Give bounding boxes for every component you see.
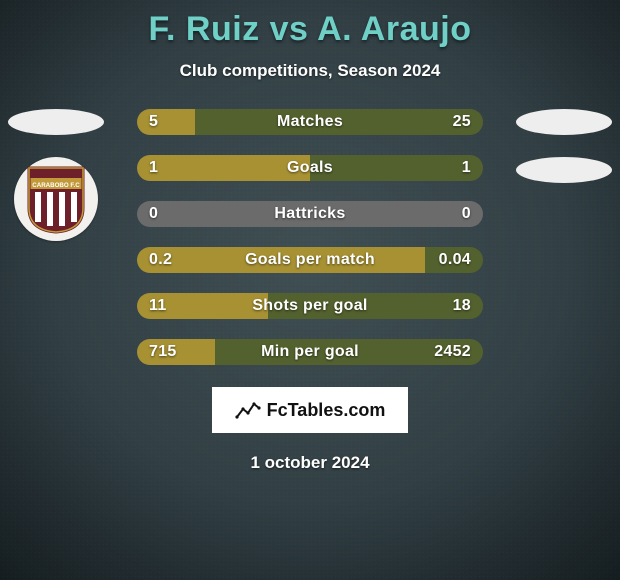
player-photo-placeholder (516, 109, 612, 135)
bar-segment-left (137, 109, 195, 135)
logo-text: FcTables.com (267, 400, 386, 421)
bar-segment-right (310, 155, 483, 181)
source-logo: FcTables.com (212, 387, 408, 433)
bar-row: 715 Min per goal 2452 (137, 339, 483, 365)
bar-rows: 5 Matches 25 1 Goals 1 0 Hattricks 0 0.2 Goals per… (137, 109, 483, 365)
bar-row: 0.2 Goals per match 0.04 (137, 247, 483, 273)
date-label: 1 october 2024 (250, 453, 369, 473)
team-crest-placeholder (516, 157, 612, 183)
bar-right-value: 1 (462, 159, 471, 177)
chart-icon (235, 399, 261, 421)
bar-metric-label: Min per goal (261, 343, 359, 361)
bar-row: 5 Matches 25 (137, 109, 483, 135)
bar-row: 0 Hattricks 0 (137, 201, 483, 227)
bar-right-value: 25 (453, 113, 471, 131)
bar-left-value: 715 (149, 343, 177, 361)
bar-right-value: 2452 (434, 343, 471, 361)
subtitle: Club competitions, Season 2024 (180, 61, 441, 81)
bar-metric-label: Matches (277, 113, 343, 131)
left-player-badges: CARABOBO F.C (6, 109, 106, 241)
page-title: F. Ruiz vs A. Araujo (149, 10, 472, 49)
bar-left-value: 0 (149, 205, 158, 223)
right-player-badges (514, 109, 614, 205)
team-crest-left: CARABOBO F.C (14, 157, 98, 241)
bar-segment-left (137, 155, 310, 181)
bar-metric-label: Goals per match (245, 251, 375, 269)
bar-metric-label: Shots per goal (252, 297, 367, 315)
svg-text:CARABOBO F.C: CARABOBO F.C (32, 182, 80, 189)
player-photo-placeholder (8, 109, 104, 135)
bar-metric-label: Goals (287, 159, 333, 177)
bar-metric-label: Hattricks (274, 205, 345, 223)
bar-right-value: 0.04 (439, 251, 471, 269)
bar-left-value: 11 (149, 297, 167, 315)
bar-left-value: 5 (149, 113, 158, 131)
bar-left-value: 0.2 (149, 251, 172, 269)
comparison-chart: CARABOBO F.C 5 Matches 25 1 Goals 1 0 Hattricks… (0, 109, 620, 365)
bar-right-value: 18 (453, 297, 471, 315)
bar-row: 1 Goals 1 (137, 155, 483, 181)
bar-row: 11 Shots per goal 18 (137, 293, 483, 319)
bar-left-value: 1 (149, 159, 158, 177)
bar-right-value: 0 (462, 205, 471, 223)
